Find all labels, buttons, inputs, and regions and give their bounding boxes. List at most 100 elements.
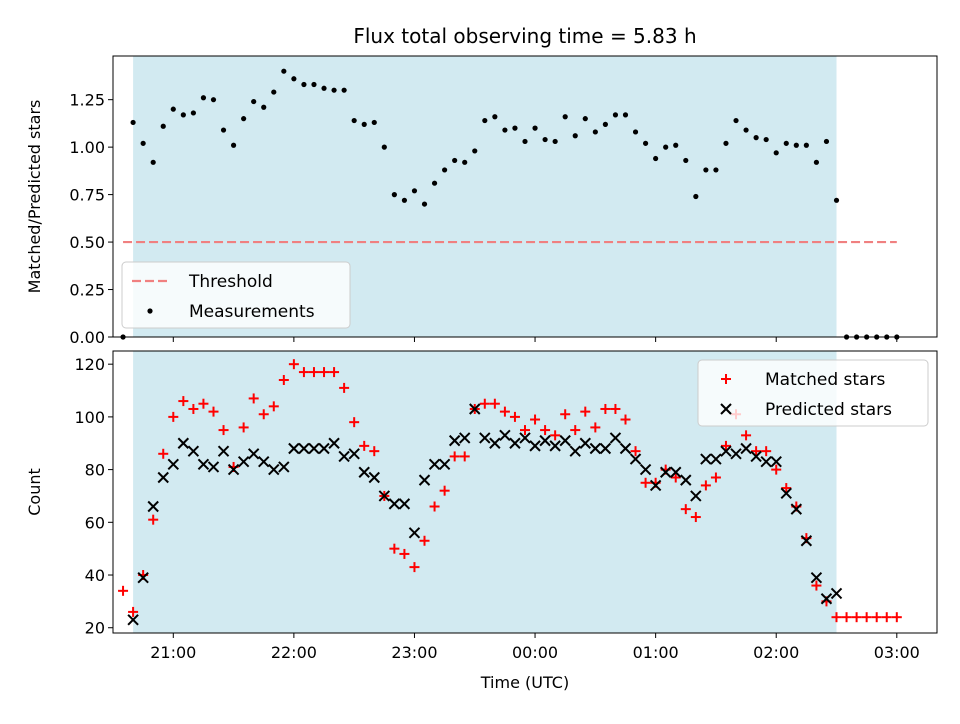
y-axis-label: Matched/Predicted stars [25,100,44,294]
measurement-point [220,127,227,133]
predicted-point-b [549,440,561,452]
measurement-point [431,180,438,186]
measurement-point [462,159,468,165]
predicted-point-b [227,463,240,476]
predicted-point [408,527,421,539]
matched-point [630,446,641,457]
predicted-point [649,479,662,492]
x-tick-label: 02:00 [753,643,799,662]
predicted-point [690,490,702,502]
predicted-point [378,490,391,502]
measurement-point [602,121,608,127]
measurement-point [693,193,699,200]
measurement-point [532,125,538,131]
predicted-point [167,458,179,471]
measurement-point [592,129,598,135]
predicted-point-b [569,445,581,457]
measurement-point [793,142,799,148]
y-tick-label: 40 [85,566,105,585]
predicted-point [298,442,310,455]
predicted-point [539,434,551,447]
predicted-point-b [810,571,823,584]
predicted-point [800,535,813,547]
measurement-point [663,144,669,150]
predicted-point-b [368,471,380,484]
predicted-point [398,498,411,510]
measurement-point [150,159,156,165]
matched-point [188,403,199,414]
matched-point [258,409,269,420]
matched-point [690,512,701,523]
matched-point [218,425,229,436]
matched-point [881,612,892,623]
predicted-point [227,463,240,476]
predicted-point [670,466,682,478]
predicted-point-b [177,437,190,449]
predicted-point [619,442,632,455]
measurement-point [683,157,689,164]
predicted-point-b [499,429,511,442]
legend-predicted-swatch-b [720,403,732,415]
legend-box-0 [121,261,351,329]
measurement-point [391,192,397,198]
measurement-point [301,81,307,88]
predicted-point [368,471,380,484]
predicted-point [609,432,622,444]
measurement-point [492,114,498,120]
matched-point [620,414,631,425]
predicted-point-b [328,437,340,449]
x-tick-label: 21:00 [150,643,196,662]
matched-point [459,451,470,462]
predicted-point [459,432,471,444]
matched-point [520,425,530,436]
matched-point [741,430,752,441]
matched-point [891,612,902,623]
measurement-point [411,188,418,194]
predicted-point-b [137,571,149,584]
predicted-point [318,442,330,455]
predicted-point-b [147,500,159,513]
matched-point [771,464,782,475]
x-tick-label: 03:00 [874,643,920,662]
measurement-point [653,155,659,162]
measurement-point [230,142,237,148]
chart-title: Flux total observing time = 5.83 h [353,24,696,48]
predicted-point-b [378,490,391,502]
legend-label: Threshold [188,272,273,292]
predicted-point [177,437,190,449]
measurement-point [371,119,377,126]
predicted-point [268,463,280,476]
measurement-point [753,135,759,141]
predicted-point [448,434,461,447]
predicted-point [157,471,169,484]
predicted-point-b [770,455,782,468]
measurement-point [351,117,357,124]
x-axis-label: Time (UTC) [480,673,569,692]
y-tick-label: 0.00 [69,328,105,347]
matched-point [118,585,129,596]
predicted-point [358,466,370,478]
predicted-point-b [760,455,772,468]
predicted-point-b [197,458,210,471]
matched-point [540,425,551,436]
predicted-point [217,445,230,457]
predicted-point-b [509,437,521,449]
predicted-point [760,455,772,468]
predicted-point-b [258,455,270,468]
matched-point [168,411,179,422]
predicted-point-b [680,474,692,486]
predicted-point [589,442,602,455]
predicted-point-b [579,437,591,449]
predicted-point-b [459,432,471,444]
predicted-point [680,474,692,486]
predicted-point-b [670,466,682,478]
matched-point [590,422,601,433]
predicted-point-b [750,450,762,463]
measurement-point [723,140,729,146]
y-tick-label: 20 [85,619,105,638]
matched-point [158,448,169,459]
matched-point [349,417,360,428]
measurement-point [743,127,749,133]
measurement-point [632,129,639,135]
predicted-point [700,453,712,465]
